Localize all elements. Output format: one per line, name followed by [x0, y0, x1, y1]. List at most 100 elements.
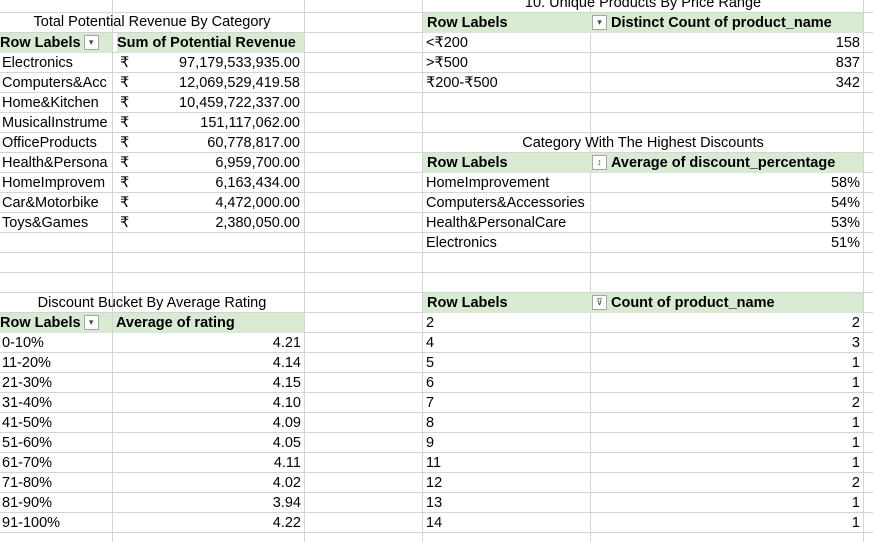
rating-row-label[interactable]: 71-80% — [2, 475, 52, 491]
rating-row-label[interactable]: 21-30% — [2, 375, 52, 391]
sort-filter-icon[interactable]: ↕ — [592, 154, 607, 170]
count-values-text: Count of product_name — [611, 295, 775, 311]
rating-row-value: 4.22 — [272, 515, 301, 531]
sort-descending-filter-icon[interactable]: ▾ — [83, 34, 99, 50]
rating-row-label[interactable]: 0-10% — [2, 335, 44, 351]
revenue-row-value: 97,179,533,935.00 — [179, 55, 300, 71]
count-row-label[interactable]: 14 — [426, 515, 443, 531]
discount-category-row-value: 53% — [830, 215, 860, 231]
count-row-value: 1 — [851, 355, 860, 371]
revenue-row-value: 60,778,817.00 — [207, 135, 300, 151]
rating-row-value: 4.05 — [272, 435, 301, 451]
count-row-value: 3 — [851, 335, 860, 351]
revenue-row-value: 151,117,062.00 — [200, 115, 300, 131]
count-row-label[interactable]: 7 — [426, 395, 435, 411]
rating-values-header: Average of rating — [113, 313, 304, 333]
filter-funnel-icon[interactable]: ⊽ — [592, 294, 607, 310]
count-row-value: 2 — [851, 395, 860, 411]
rupee-symbol: ₹ — [120, 95, 130, 111]
revenue-values-header: Sum of Potential Revenue — [117, 33, 304, 53]
count-row-value: 1 — [851, 415, 860, 431]
price-range-row-label[interactable]: <₹200 — [426, 35, 468, 51]
rating-row-label[interactable]: 11-20% — [2, 355, 51, 371]
price-range-row-value: 342 — [835, 75, 860, 91]
rating-row-label[interactable]: 91-100% — [2, 515, 61, 531]
count-row-value: 1 — [851, 495, 860, 511]
count-row-label[interactable]: 13 — [426, 495, 443, 511]
count-row-label[interactable]: 6 — [426, 375, 435, 391]
price-range-values-header[interactable]: ▾ Distinct Count of product_name — [592, 13, 863, 33]
rating-row-value: 4.11 — [273, 455, 301, 471]
revenue-row-label[interactable]: Health&Persona — [2, 155, 108, 171]
rating-row-value: 4.15 — [272, 375, 301, 391]
revenue-row-value: 6,959,700.00 — [215, 155, 300, 171]
count-row-value: 1 — [851, 435, 860, 451]
revenue-row-label[interactable]: Computers&Acc — [2, 75, 107, 91]
rupee-symbol: ₹ — [120, 115, 130, 131]
price-range-row-value: 837 — [835, 55, 860, 71]
rating-row-value: 4.09 — [272, 415, 301, 431]
rating-row-label[interactable]: 51-60% — [2, 435, 52, 451]
revenue-row-label[interactable]: MusicalInstrume — [2, 115, 108, 131]
revenue-row-label[interactable]: Home&Kitchen — [2, 95, 99, 111]
rating-row-labels-header[interactable]: Row Labels ▾ — [0, 313, 112, 333]
count-row-label[interactable]: 8 — [426, 415, 435, 431]
discount-category-row-label[interactable]: HomeImprovement — [426, 175, 550, 191]
revenue-row-value: 4,472,000.00 — [215, 195, 300, 211]
discount-category-row-label[interactable]: Electronics — [426, 235, 497, 251]
revenue-row-labels-header[interactable]: Row Labels ▾ — [0, 33, 112, 53]
rating-row-value: 4.14 — [272, 355, 301, 371]
revenue-table-title: Total Potential Revenue By Category — [33, 14, 271, 30]
count-row-value: 1 — [851, 455, 860, 471]
discount-category-row-label[interactable]: Health&PersonalCare — [426, 215, 567, 231]
count-row-label[interactable]: 9 — [426, 435, 435, 451]
count-row-value: 1 — [851, 515, 860, 531]
price-range-row-label[interactable]: ₹200-₹500 — [426, 75, 498, 91]
revenue-row-value: 2,380,050.00 — [215, 215, 300, 231]
revenue-row-value: 12,069,529,419.58 — [179, 75, 300, 91]
rating-row-value: 4.10 — [272, 395, 301, 411]
rating-row-value: 3.94 — [272, 495, 301, 511]
discount-category-row-value: 54% — [830, 195, 860, 211]
rupee-symbol: ₹ — [120, 215, 130, 231]
rating-row-label[interactable]: 31-40% — [2, 395, 52, 411]
rupee-symbol: ₹ — [120, 175, 130, 191]
rating-row-value: 4.02 — [272, 475, 301, 491]
count-row-label[interactable]: 4 — [426, 335, 435, 351]
count-row-value: 1 — [851, 375, 860, 391]
revenue-row-label[interactable]: Car&Motorbike — [2, 195, 99, 211]
rating-row-label[interactable]: 41-50% — [2, 415, 52, 431]
count-row-label[interactable]: 2 — [426, 315, 435, 331]
discount-category-values-header[interactable]: ↕ Average of discount_percentage — [592, 153, 863, 173]
revenue-row-label[interactable]: HomeImprovem — [2, 175, 106, 191]
rupee-symbol: ₹ — [120, 155, 130, 171]
rating-bucket-table-title: Discount Bucket By Average Rating — [37, 295, 267, 311]
discount-category-row-value: 51% — [830, 235, 860, 251]
count-row-label[interactable]: 11 — [426, 455, 442, 471]
price-range-row-value: 158 — [835, 35, 860, 51]
count-row-label[interactable]: 5 — [426, 355, 435, 371]
revenue-row-label[interactable]: Toys&Games — [2, 215, 89, 231]
count-row-labels-header: Row Labels — [427, 295, 508, 311]
rupee-symbol: ₹ — [120, 195, 130, 211]
rating-row-value: 4.21 — [272, 335, 301, 351]
count-row-value: 2 — [851, 315, 860, 331]
revenue-row-label[interactable]: Electronics — [2, 55, 73, 71]
rating-row-label[interactable]: 61-70% — [2, 455, 52, 471]
count-values-header[interactable]: ⊽ Count of product_name — [592, 293, 863, 313]
price-range-row-label[interactable]: >₹500 — [426, 55, 468, 71]
price-range-values-text: Distinct Count of product_name — [611, 15, 832, 31]
filter-dropdown-icon[interactable]: ▾ — [83, 314, 99, 330]
filter-dropdown-icon[interactable]: ▾ — [592, 14, 607, 30]
discount-category-row-label[interactable]: Computers&Accessories — [426, 195, 585, 211]
price-range-row-labels-header: Row Labels — [427, 15, 508, 31]
discount-category-row-labels-header: Row Labels — [427, 155, 508, 171]
count-row-value: 2 — [851, 475, 860, 491]
rating-row-labels-text: Row Labels — [0, 315, 81, 331]
rating-row-label[interactable]: 81-90% — [2, 495, 52, 511]
revenue-row-label[interactable]: OfficeProducts — [2, 135, 97, 151]
price-range-table-title: 10. Unique Products By Price Range — [524, 0, 762, 11]
rupee-symbol: ₹ — [120, 135, 130, 151]
count-row-label[interactable]: 12 — [426, 475, 443, 491]
discount-category-values-text: Average of discount_percentage — [611, 155, 836, 171]
